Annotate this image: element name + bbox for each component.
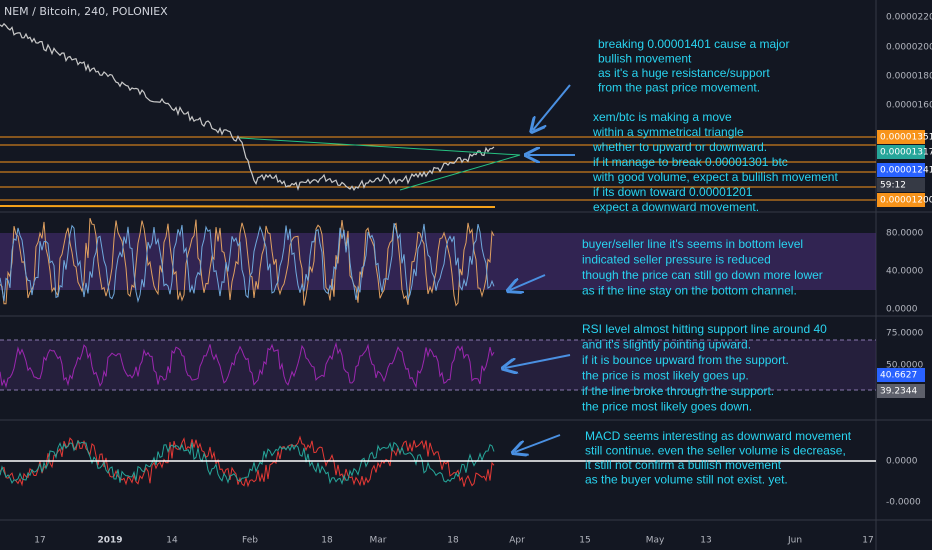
arrow [533, 84, 571, 130]
axis-label: 50.0000 [886, 361, 923, 371]
rsi-line [0, 341, 495, 389]
price-tag-label: 59:12 [880, 181, 906, 191]
time-label: Mar [370, 536, 387, 546]
price-tag [877, 163, 925, 177]
time-label: 17 [862, 536, 873, 546]
price-tag-label: 0.00001200 [880, 196, 932, 206]
annotation-line: it still not confirm a bullish movement [585, 458, 782, 472]
price-line [0, 22, 495, 192]
time-label: 18 [447, 536, 459, 546]
price-tag-label: 0.00001317 [880, 148, 932, 158]
annotation-line: within a symmetrical triangle [592, 125, 744, 139]
price-tag [877, 193, 925, 207]
time-label: 14 [166, 536, 178, 546]
annotation-line: breaking 0.00001401 cause a major [598, 37, 789, 51]
axis-label: -0.0000 [886, 498, 921, 508]
time-label: 15 [579, 536, 590, 546]
price-tag [877, 178, 925, 192]
annotation-line: expect a downward movement. [593, 200, 759, 214]
axis-label: 0.00001600 [886, 101, 932, 111]
macd-line [0, 435, 495, 488]
annotation-line: if the line broke through the support. [582, 384, 774, 398]
arrow [505, 354, 571, 368]
annotation-line: indicated seller pressure is reduced [582, 253, 771, 267]
price-tag [877, 130, 925, 144]
annotation-line: still continue. even the seller volume i… [585, 444, 846, 458]
triangle [239, 137, 521, 191]
annotation-line: whether to upward or downward. [592, 140, 767, 154]
time-label: 2019 [97, 536, 122, 546]
annotation-line: as the buyer volume still not exist. yet… [585, 473, 788, 487]
annotation-line: MACD seems interesting as downward movem… [585, 429, 852, 443]
annotation-line: bullish movement [598, 52, 692, 66]
time-label: Apr [509, 536, 525, 546]
time-label: May [646, 536, 665, 546]
annotation-line: and it's slightly pointing upward. [582, 338, 751, 352]
annotation-line: though the price can still go down more … [582, 268, 823, 282]
time-label: Feb [242, 536, 258, 546]
axis-label: 40.0000 [886, 267, 923, 277]
annotation-line: xem/btc is making a move [593, 110, 732, 124]
axis-label: 80.0000 [886, 229, 923, 239]
annotation-line: as it's a huge resistance/support [598, 66, 770, 80]
time-label: 13 [700, 536, 711, 546]
annotation-line: if its down toward 0.00001201 [593, 185, 753, 199]
axis-label: 75.0000 [886, 329, 923, 339]
axis-label: 0.0000 [886, 457, 918, 467]
price-tag [877, 145, 925, 159]
annotation-line: if it manage to break 0.00001301 btc [593, 155, 788, 169]
annotation-line: with good volume, expect a bulilish move… [592, 170, 838, 184]
time-label: 17 [34, 536, 45, 546]
time-label: Jun [787, 536, 802, 546]
price-tag [877, 384, 925, 398]
stoch-line [0, 218, 495, 307]
annotation-line: from the past price movement. [598, 81, 760, 95]
price-tag-label: 0.00001241 [880, 166, 932, 176]
price-tag [877, 368, 925, 382]
annotation-line: RSI level almost hitting support line ar… [582, 322, 827, 336]
time-label: 18 [321, 536, 333, 546]
price-tag-label: 0.00001351 [880, 133, 932, 143]
annotation-line: the price is most likely goes up. [582, 369, 749, 383]
price-tag-label: 39.2344 [880, 387, 917, 397]
annotation-line: buyer/seller line it's seems in bottom l… [582, 237, 803, 251]
symbol-title: NEM / Bitcoin, 240, POLONIEX [4, 5, 168, 18]
arrow [515, 434, 561, 452]
annotation-line: as if the line stay on the bottom channe… [582, 284, 797, 298]
arrow [510, 274, 546, 290]
stoch-signal [0, 222, 495, 304]
macd-signal [0, 440, 495, 486]
annotation-line: if it is bounce upward from the support. [582, 353, 789, 367]
plots [0, 22, 876, 488]
price-tag-label: 40.6627 [880, 371, 917, 381]
axis-label: 0.0000 [886, 305, 918, 315]
annotation-line: the price most likely goes down. [582, 400, 752, 414]
ma-line [0, 205, 496, 208]
